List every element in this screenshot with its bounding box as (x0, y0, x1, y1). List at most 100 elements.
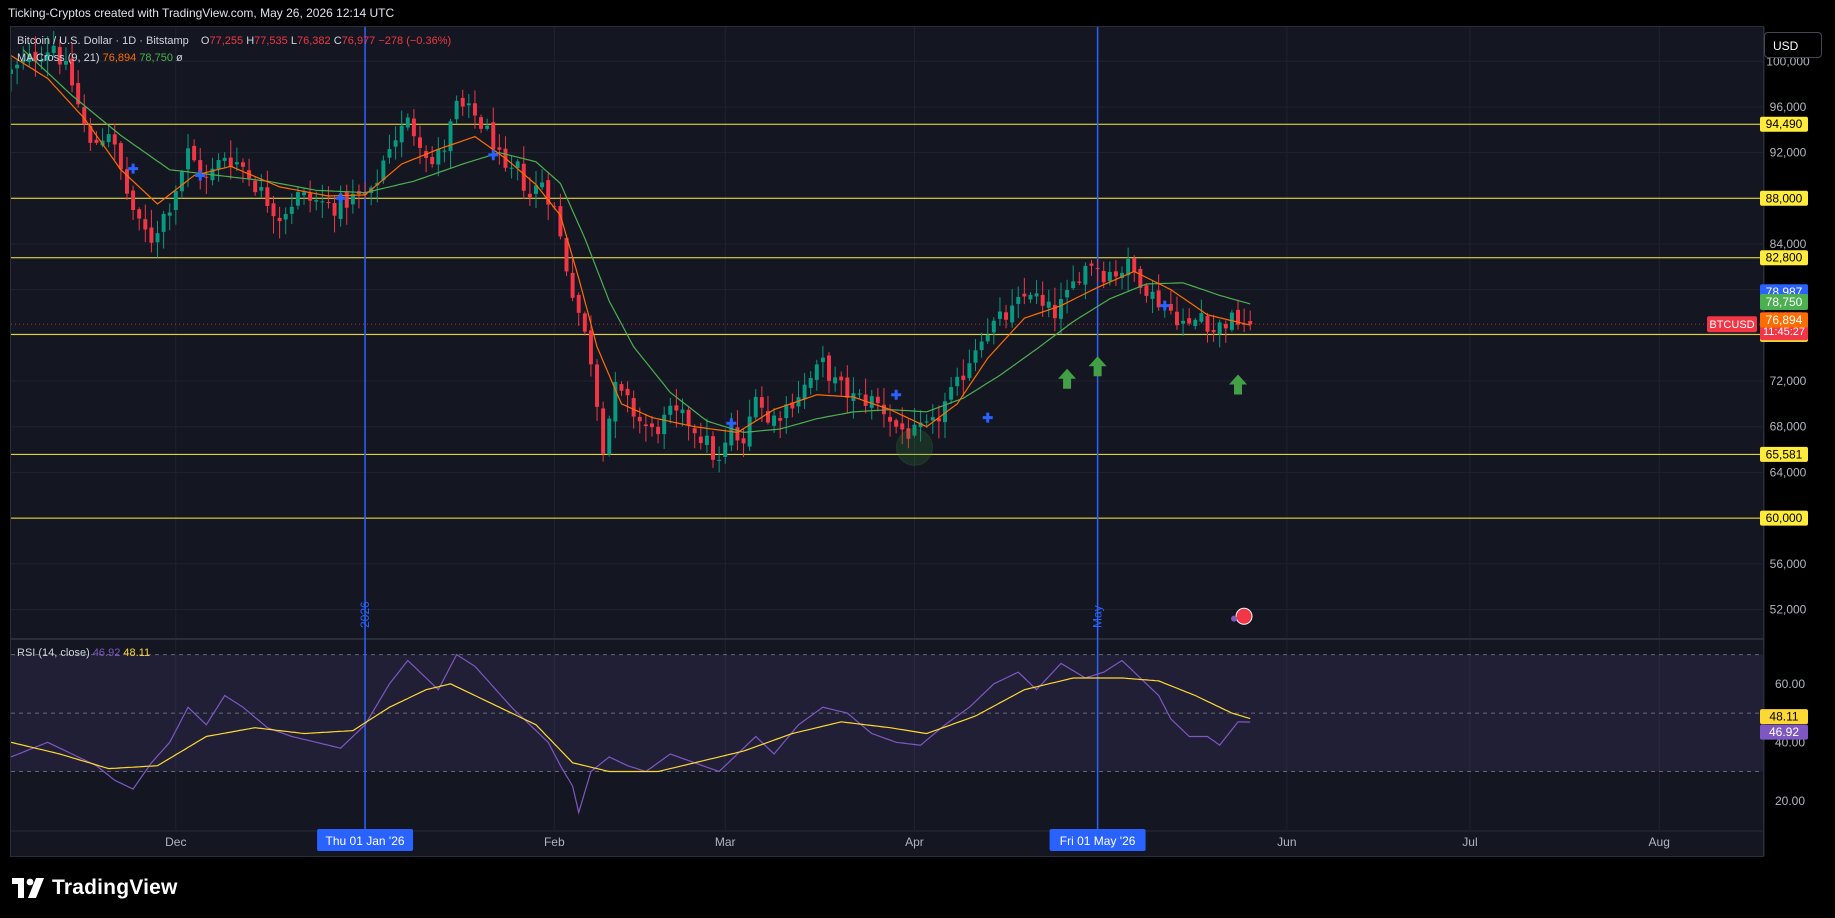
candle-body (912, 424, 917, 436)
candle-body (167, 212, 172, 216)
slow-ma-badge (1760, 293, 1808, 310)
cross-marker (335, 193, 346, 204)
low-value: 76,382 (296, 35, 331, 47)
candle-body (534, 185, 538, 194)
candle-body (27, 53, 32, 62)
vertical-line-label: May (1091, 605, 1105, 628)
candle-body (271, 203, 276, 217)
moving-averages (11, 49, 1251, 434)
price-tick-label: 84,000 (1770, 237, 1807, 251)
candle-body (253, 180, 258, 193)
candle-body (729, 424, 734, 446)
candle-body (753, 396, 758, 418)
rsi-value-badge-label: 46.92 (1769, 725, 1799, 739)
symbol-legend[interactable]: Bitcoin / U.S. Dollar · 1D · Bitstamp O7… (17, 35, 451, 47)
candle-body (295, 192, 300, 206)
cross-marker (128, 163, 139, 174)
candle-body (955, 376, 960, 387)
candle-body (100, 140, 105, 146)
candle-body (1199, 313, 1204, 322)
candle-body (1058, 299, 1063, 319)
candle-body (497, 147, 502, 150)
level-badge (1760, 510, 1808, 526)
candle-body (1107, 271, 1112, 282)
price-tick-label: 52,000 (1770, 602, 1807, 616)
candle-body (15, 64, 20, 69)
candle-body (546, 180, 551, 205)
candle-body (613, 381, 618, 422)
candle-body (656, 426, 661, 435)
candle-body (106, 134, 111, 143)
ma-extra-value: ø (176, 52, 183, 64)
candle-body (1046, 301, 1051, 308)
slow-ma-badge-label: 78,750 (1766, 295, 1803, 309)
highlight-circle (895, 428, 933, 466)
candle-body (179, 171, 184, 192)
time-axis[interactable]: DecJanFebMarAprMayJunJulAugThu 01 Jan '2… (165, 829, 1670, 851)
candle-body (808, 378, 813, 388)
candle-body (137, 209, 142, 219)
time-tick-label: Mar (715, 835, 736, 849)
candle-body (607, 418, 612, 455)
candle-body (448, 121, 453, 152)
candle-body (772, 415, 777, 426)
candle-body (320, 201, 325, 203)
candle-body (668, 405, 673, 415)
candle-body (991, 320, 996, 333)
candle-body (1052, 304, 1057, 319)
candle-body (900, 423, 905, 430)
tradingview-logo[interactable]: TradingView (12, 876, 178, 900)
date-badge (1049, 829, 1146, 851)
candle-body (802, 384, 807, 400)
rsi-legend[interactable]: RSI (14, close) 46.92 48.11 (17, 647, 150, 659)
candle-body (735, 427, 740, 441)
ma-fast-line (11, 55, 1251, 434)
candle-body (405, 117, 410, 128)
candle-body (582, 313, 587, 332)
candle-body (1083, 265, 1088, 285)
ma-legend[interactable]: MA Cross (9, 21) 76,894 78,750 ø (17, 52, 183, 64)
candle-body (240, 162, 245, 167)
candle-body (57, 47, 62, 65)
candle-body (875, 396, 880, 404)
candle-body (1181, 320, 1186, 324)
candle-body (997, 311, 1002, 319)
time-tick-label: Apr (905, 835, 924, 849)
candle-body (692, 428, 697, 434)
candle-body (88, 125, 93, 143)
candle-body (827, 355, 831, 381)
candle-body (894, 420, 899, 427)
candle-body (265, 187, 270, 206)
candle-body (790, 402, 795, 409)
date-badge (317, 829, 414, 851)
up-arrow-marker (1088, 356, 1107, 377)
candle-body (576, 294, 581, 313)
candle-body (1077, 281, 1082, 283)
horizontal-levels (11, 123, 1763, 519)
currency-button[interactable]: USD (1764, 32, 1822, 58)
candle-body (1034, 293, 1039, 297)
candle-body (662, 414, 667, 435)
candle-body (442, 150, 447, 152)
candle-body (1089, 263, 1094, 266)
candle-body (33, 51, 38, 62)
fast-ma-badge (1760, 312, 1808, 328)
candle-body (125, 169, 129, 194)
date-badge-label: Thu 01 Jan '26 (326, 834, 405, 848)
event-dot-icon (1231, 615, 1238, 622)
candle-body (680, 409, 685, 414)
candle-body (387, 149, 392, 158)
axis-badges: 94,49088,00082,80076,08665,58160,00078,9… (1707, 116, 1808, 740)
candle-body (466, 103, 471, 106)
candle-body (741, 438, 746, 444)
candle-body (509, 167, 514, 169)
vertical-lines: 2026 May (358, 27, 1105, 830)
candle-body (149, 227, 154, 243)
cross-marker (891, 389, 902, 400)
candle-body (1126, 258, 1131, 276)
candle-body (363, 193, 368, 195)
candle-body (588, 330, 593, 365)
